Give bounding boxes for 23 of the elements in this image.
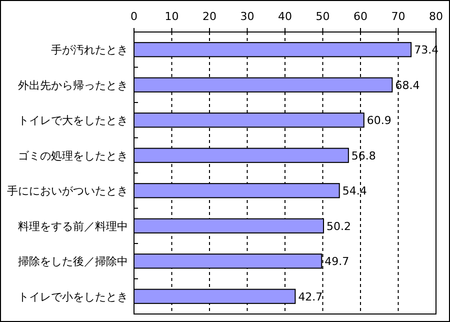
y-tick-label: 外出先から帰ったとき xyxy=(18,78,128,92)
x-tick-label: 80 xyxy=(429,10,443,23)
data-label: 49.7 xyxy=(324,255,350,268)
x-tick-label: 30 xyxy=(240,10,254,23)
data-label: 42.7 xyxy=(298,290,323,304)
x-tick-label: 20 xyxy=(202,10,216,23)
x-tick-label: 70 xyxy=(391,10,406,23)
data-label: 50.2 xyxy=(326,220,352,233)
x-tick-label: 40 xyxy=(278,10,292,23)
x-tick-label: 0 xyxy=(130,10,138,23)
x-tick-label: 60 xyxy=(354,10,368,23)
x-tick-label: 50 xyxy=(316,10,330,23)
data-label: 68.4 xyxy=(395,78,420,92)
x-tick-label: 10 xyxy=(164,10,179,23)
y-tick-label: 手ににおいがついたとき xyxy=(7,184,128,198)
y-tick-label: 料理をする前／料理中 xyxy=(18,220,128,233)
y-tick-label: 手が汚れたとき xyxy=(51,44,128,57)
y-tick-label: トイレで小をしたとき xyxy=(18,290,128,304)
y-tick-label: 掃除をした後／掃除中 xyxy=(18,255,128,268)
data-label: 60.9 xyxy=(366,114,392,128)
y-tick-label: トイレで大をしたとき xyxy=(18,114,128,128)
data-label: 54.4 xyxy=(342,184,367,198)
y-tick-label: ゴミの処理をしたとき xyxy=(18,149,128,162)
